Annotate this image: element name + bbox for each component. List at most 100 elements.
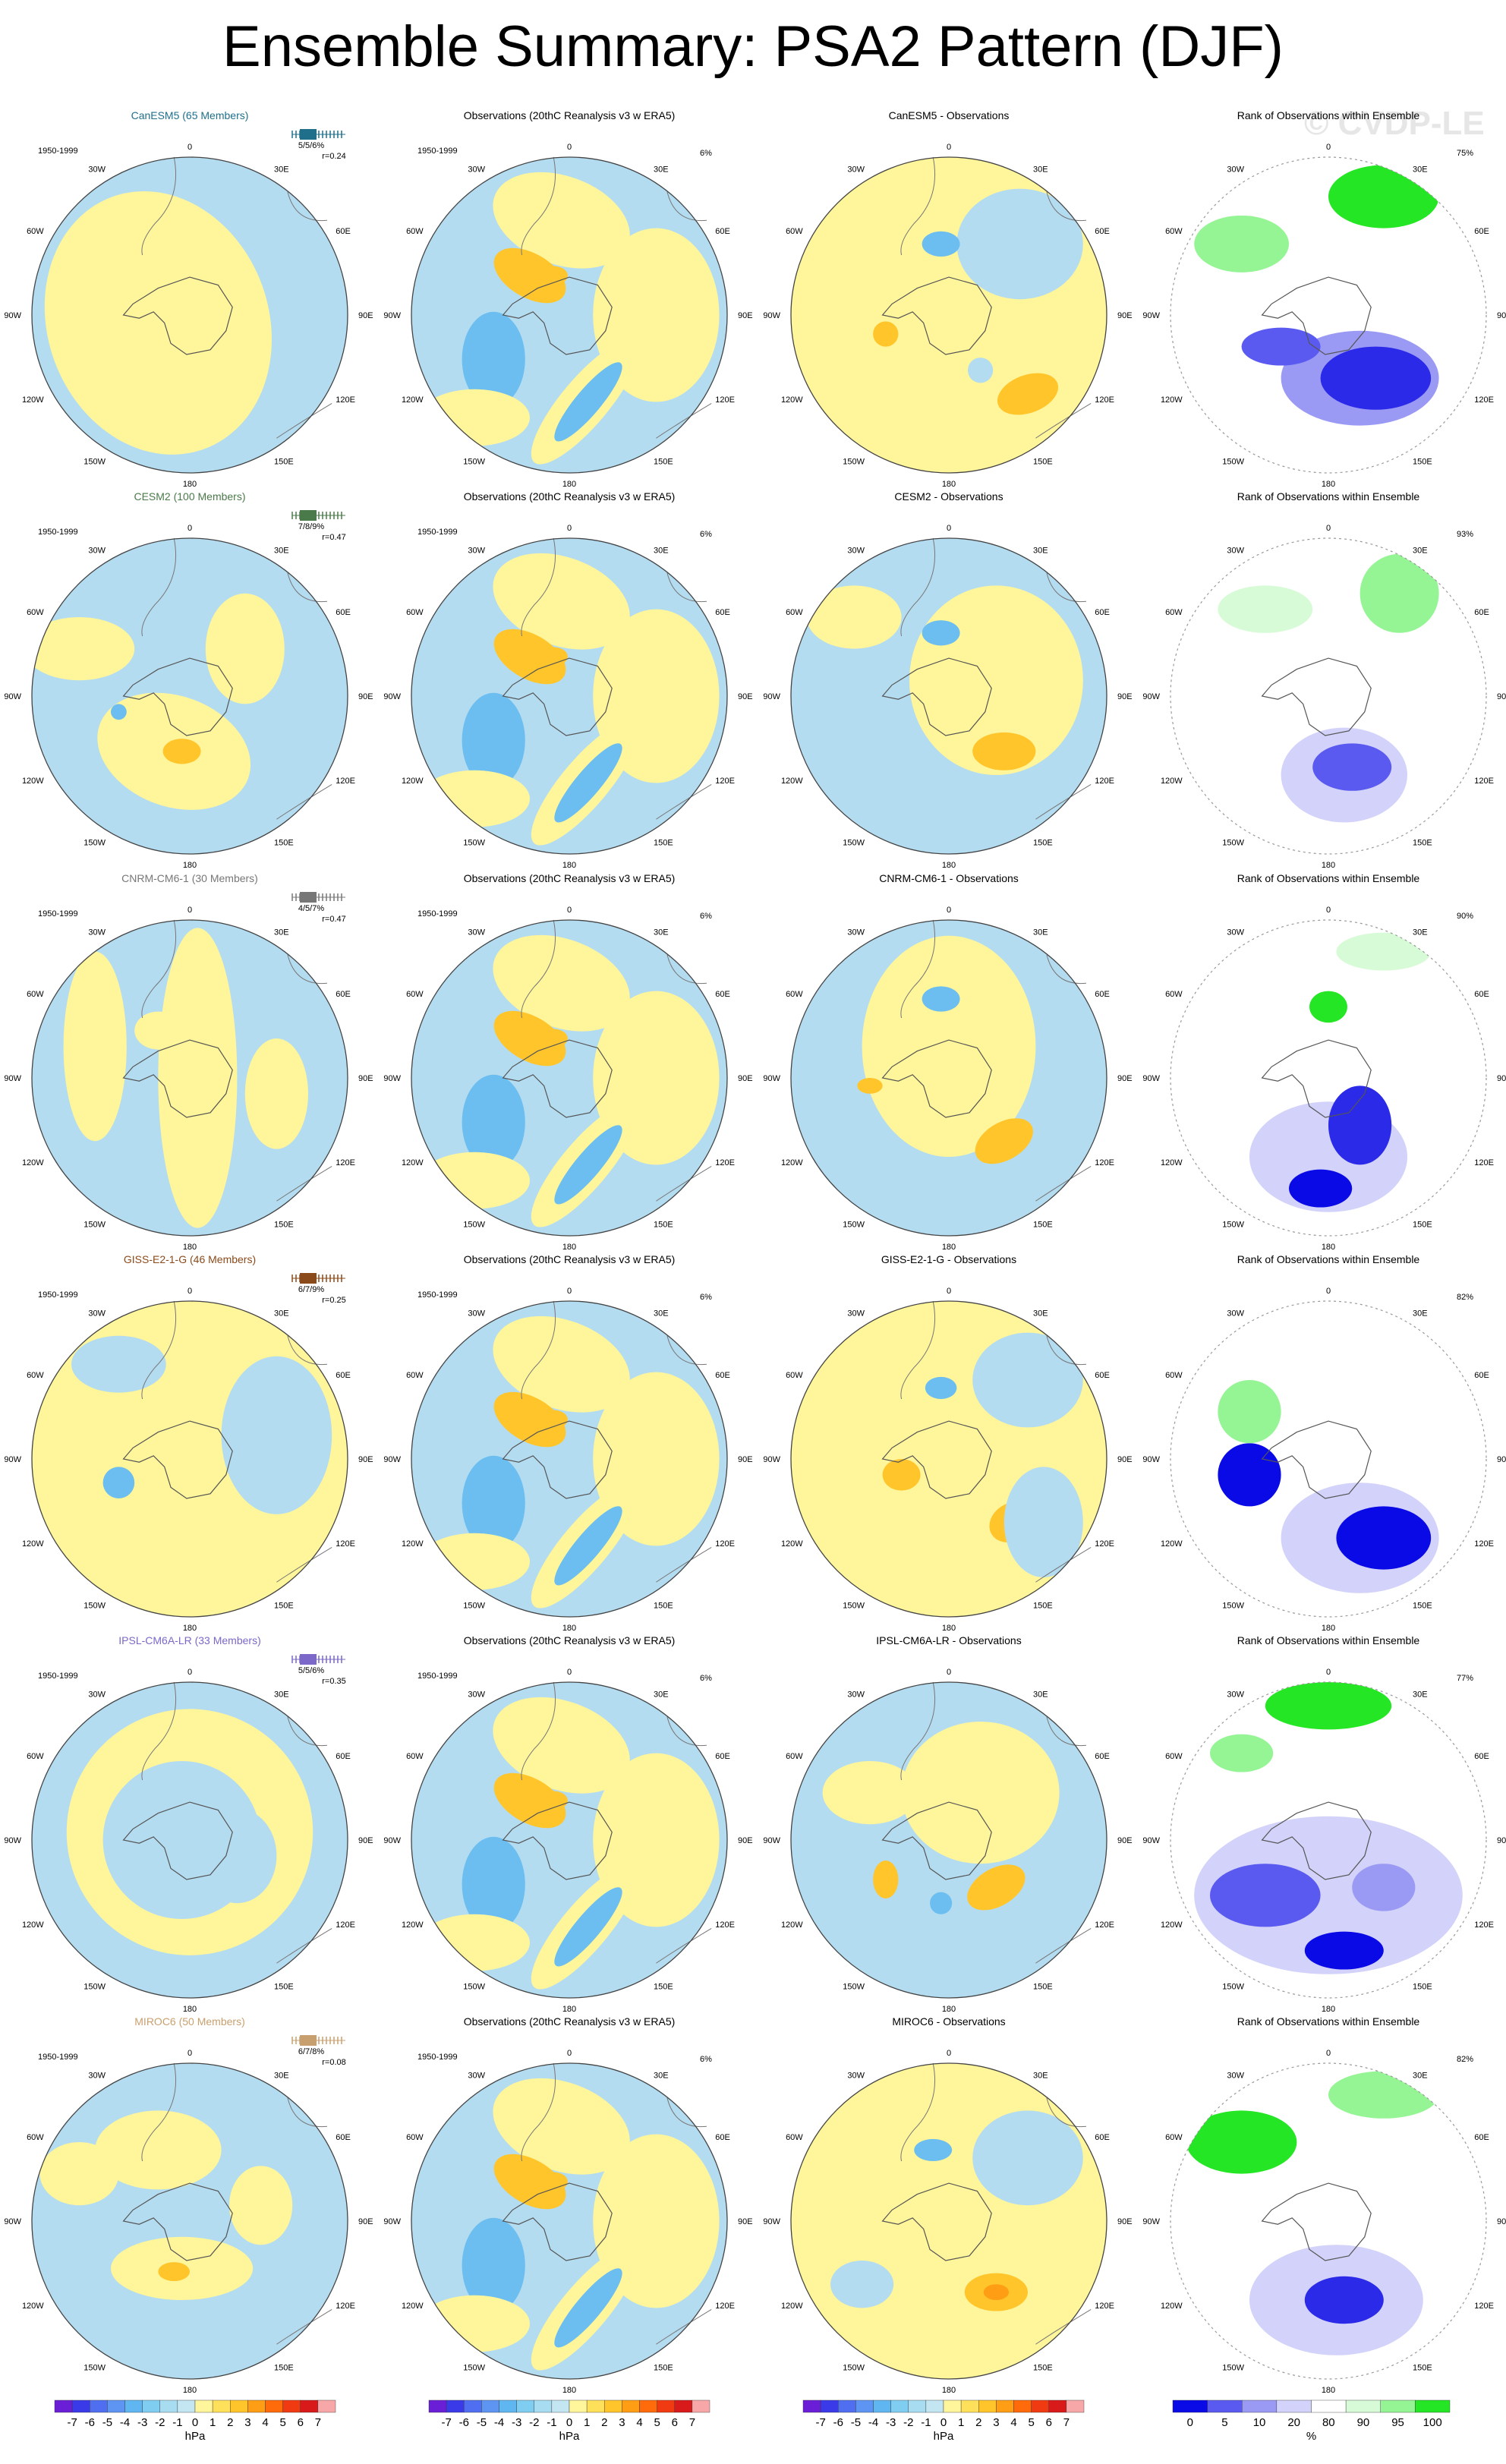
africa-coastline — [666, 572, 707, 603]
period-label: 1950-1999 — [38, 147, 78, 156]
rank-region — [1328, 1085, 1392, 1165]
page-title: Ensemble Summary: PSA2 Pattern (DJF) — [222, 14, 1284, 79]
positive-anomaly — [493, 247, 566, 304]
percent-label: 6% — [700, 1293, 712, 1302]
lon-label: 30W — [1227, 928, 1244, 937]
map-circle — [411, 1300, 728, 1618]
colorbar-label: 20 — [1287, 2416, 1300, 2429]
lon-label: 120E — [336, 777, 355, 786]
lon-label: 30W — [88, 165, 106, 175]
anomaly-region — [47, 244, 111, 355]
lon-label: 60E — [715, 2133, 730, 2142]
lon-label: 90W — [383, 311, 401, 320]
model-title: IPSL-CM6A-LR (33 Members) — [118, 1634, 261, 1646]
positive-anomaly — [493, 172, 630, 269]
correlation-label: r=0.24 — [322, 152, 346, 161]
positive-anomaly — [493, 1697, 630, 1794]
difference-title: CanESM5 - Observations — [889, 109, 1010, 121]
colorbar-label: 3 — [244, 2416, 250, 2429]
lon-label: 60W — [786, 1371, 803, 1380]
africa-coastline — [287, 954, 328, 985]
colorbar-label: 90 — [1357, 2416, 1370, 2429]
lon-label: 0 — [947, 143, 951, 152]
lon-label: 60E — [715, 608, 730, 617]
panel-difference-IPSL-CM6A-LR: 0 30E 60E 90E 120E 150E 180 150W 120W 90W 60W 30W IP… — [763, 1634, 1132, 2014]
south-america-coastline — [900, 156, 936, 256]
lon-label: 30E — [654, 165, 669, 175]
colorbar-label: 0 — [1187, 2416, 1193, 2429]
difference-title: MIROC6 - Observations — [892, 2015, 1005, 2028]
colorbar-unit: hPa — [934, 2430, 954, 2443]
anomaly-region — [791, 157, 1107, 473]
australia-coastline — [656, 1547, 712, 1583]
positive-anomaly — [493, 1772, 566, 1829]
anomaly-region — [922, 620, 960, 646]
lon-label: 0 — [947, 1668, 951, 1677]
period-label: 1950-1999 — [417, 528, 458, 537]
lon-label: 150W — [463, 457, 485, 466]
colorbar-swatch — [124, 2399, 143, 2413]
map-circle — [411, 2062, 728, 2380]
south-america-coastline — [521, 1300, 556, 1400]
lon-label: 60E — [715, 990, 730, 999]
lon-label: 90W — [4, 311, 21, 320]
lon-label: 90E — [358, 311, 373, 320]
lon-label: 90W — [383, 1455, 401, 1464]
australia-coastline — [1035, 403, 1092, 439]
percent-label: 6% — [700, 912, 712, 921]
anomaly-region — [901, 1722, 1060, 1864]
lon-label: 120E — [715, 395, 735, 405]
lon-label: 150W — [83, 1982, 106, 1991]
lon-label: 90W — [763, 1074, 780, 1083]
lon-label: 90W — [4, 692, 21, 701]
map-circle — [31, 1681, 348, 1999]
antarctica-coastline — [122, 2182, 233, 2261]
panel-difference-CanESM5: 0 30E 60E 90E 120E 150E 180 150W 120W 90W 60W 30W Ca… — [763, 109, 1132, 489]
lon-label: 30E — [1033, 547, 1048, 556]
map-circle-dashed — [1170, 1681, 1487, 1999]
model-title: CESM2 (100 Members) — [134, 490, 245, 503]
model-title: GISS-E2-1-G (46 Members) — [124, 1253, 256, 1265]
lon-label: 90W — [1142, 2217, 1160, 2226]
australia-coastline — [1035, 1547, 1092, 1583]
lon-label: 0 — [567, 524, 572, 533]
lon-label: 150E — [1033, 457, 1053, 466]
lon-label: 150E — [654, 1982, 673, 1991]
lon-label: 0 — [1326, 2049, 1331, 2058]
lon-label: 30W — [88, 1309, 106, 1319]
positive-anomaly — [493, 934, 630, 1032]
anomaly-region — [111, 704, 127, 720]
lon-label: 180 — [1322, 2005, 1335, 2014]
africa-coastline — [1046, 1716, 1087, 1747]
lon-label: 30E — [654, 547, 669, 556]
lon-label: 60E — [336, 1371, 351, 1380]
africa-coastline — [666, 191, 707, 222]
lon-label: 60W — [786, 227, 803, 236]
lon-label: 30E — [274, 1309, 289, 1319]
antarctica-coastline — [881, 2182, 992, 2261]
lon-label: 120E — [715, 1158, 735, 1167]
colorbar-swatch — [1415, 2399, 1451, 2413]
map-background — [1170, 157, 1486, 473]
anomaly-region — [925, 1376, 957, 1399]
percent-label: 6% — [700, 2055, 712, 2064]
colorbar-swatch — [464, 2399, 482, 2413]
anomaly-region — [229, 2166, 293, 2245]
lon-label: 60W — [27, 608, 44, 617]
anomaly-region — [44, 191, 272, 455]
lon-label: 150E — [274, 457, 294, 466]
lon-label: 120W — [1161, 395, 1183, 405]
percent-labels: 7/8/9% — [298, 522, 324, 531]
anomaly-region — [221, 1356, 332, 1514]
lon-label: 120E — [715, 1539, 735, 1549]
colorbar-label: -4 — [120, 2416, 130, 2429]
lon-label: 0 — [187, 1287, 192, 1296]
antarctica-coastline — [1261, 2182, 1372, 2261]
lon-label: 60W — [27, 2133, 44, 2142]
colorbar-swatch — [107, 2399, 125, 2413]
lon-label: 90E — [1117, 1836, 1133, 1845]
lon-label: 120E — [1474, 1539, 1494, 1549]
colorbar-label: 1 — [958, 2416, 964, 2429]
lon-label: 0 — [567, 1668, 572, 1677]
antarctica-coastline — [881, 657, 992, 736]
